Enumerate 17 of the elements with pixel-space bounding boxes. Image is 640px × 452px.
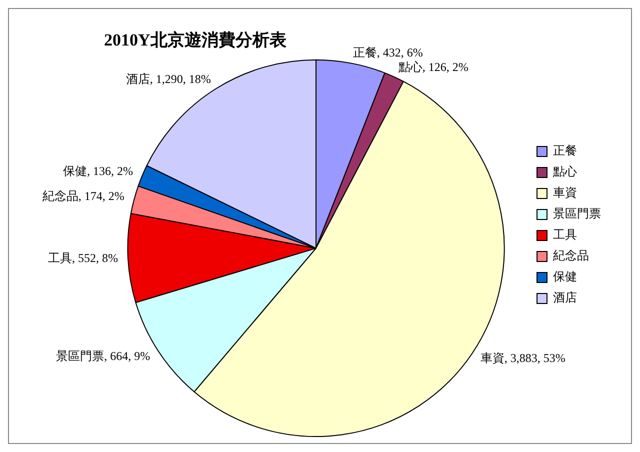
legend-label: 正餐 [553,144,577,158]
data-label: 景區門票, 664, 9% [56,349,150,364]
chart-title: 2010Y北京遊消費分析表 [104,30,288,50]
data-label: 工具, 552, 8% [48,250,118,265]
legend-label: 工具 [553,228,577,242]
data-label: 保健, 136, 2% [62,164,133,178]
data-label: 正餐, 432, 6% [352,46,423,60]
data-label: 車資, 3,883, 53% [480,351,566,366]
data-label: 點心, 126, 2% [397,60,468,74]
legend-label: 景區門票 [553,206,601,221]
legend-label: 保健 [553,270,577,284]
data-label: 酒店, 1,290, 18% [126,72,211,86]
data-label: 紀念品, 174, 2% [42,189,124,204]
legend-label: 車資 [553,186,577,200]
legend-label: 紀念品 [553,248,589,263]
legend-label: 點心 [552,164,577,179]
legend-label: 酒店 [553,290,577,305]
